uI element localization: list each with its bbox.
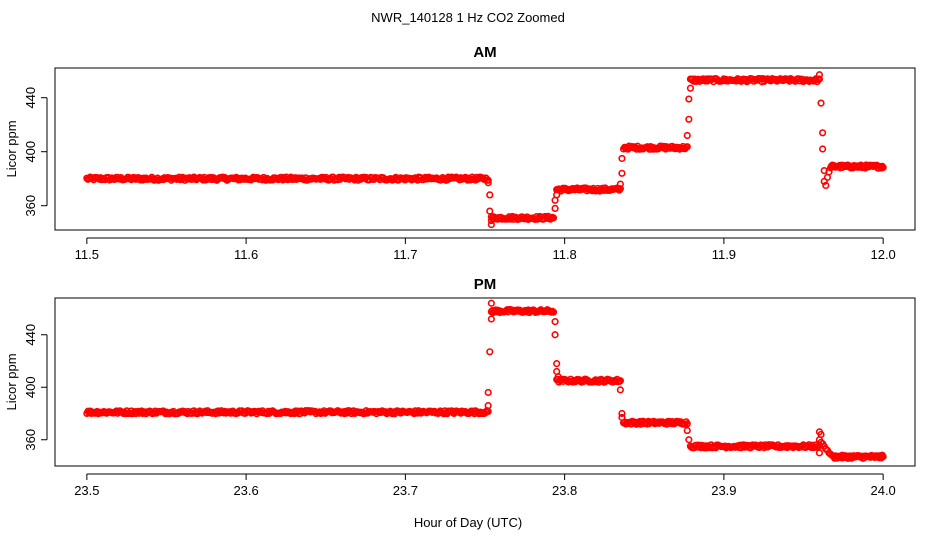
pm-x-tick-label: 23.7 <box>393 483 418 498</box>
am-y-tick-label: 360 <box>23 195 38 217</box>
am-data-point <box>616 185 624 193</box>
am-data-point <box>484 176 492 184</box>
pm-transition-point <box>618 409 626 418</box>
am-x-tick-label: 11.7 <box>393 247 417 262</box>
am-data-point <box>549 214 558 222</box>
am-transition-point <box>825 168 833 176</box>
am-y-axis: 360 400 440 <box>23 87 48 217</box>
am-x-tick-label: 11.9 <box>712 247 736 262</box>
am-x-tick-label: 12.0 <box>870 247 895 262</box>
pm-x-tick-label: 23.8 <box>552 483 577 498</box>
am-transition-point <box>819 129 827 137</box>
am-y-tick-label: 440 <box>23 87 38 109</box>
pm-data-point <box>616 377 624 385</box>
pm-panel-title: PM <box>474 276 497 293</box>
am-transition-point <box>486 207 494 215</box>
am-transition-point <box>553 191 561 199</box>
am-transition-point <box>616 180 624 188</box>
am-transition-point <box>618 154 626 163</box>
pm-transition-point <box>486 348 494 356</box>
figure-title: NWR_140128 1 Hz CO2 Zoomed <box>371 10 565 25</box>
pm-y-axis: 360 400 440 <box>23 324 48 451</box>
pm-transition-point <box>616 386 624 394</box>
pm-transition-point <box>484 402 492 410</box>
pm-transition-point <box>551 331 559 339</box>
pm-x-tick-label: 23.9 <box>711 483 736 498</box>
am-transition-point <box>683 131 691 140</box>
am-transition-point <box>618 169 626 177</box>
pm-data-point <box>549 308 558 316</box>
am-transition-point <box>819 145 827 153</box>
am-transition-point <box>484 179 492 187</box>
pm-transition-point <box>484 388 492 397</box>
pm-transition-point <box>551 318 559 326</box>
am-data-point <box>815 75 824 83</box>
pm-x-tick-label: 23.6 <box>233 483 258 498</box>
am-x-tick-label: 11.8 <box>552 247 576 262</box>
pm-points <box>83 299 887 462</box>
am-x-axis: 11.5 11.6 11.7 11.8 11.9 12.0 <box>75 237 896 262</box>
am-data-point <box>879 163 887 172</box>
am-transition-point <box>815 71 824 79</box>
pm-transition-point <box>618 413 626 422</box>
pm-y-tick-label: 440 <box>23 324 38 346</box>
pm-y-tick-label: 400 <box>23 376 38 398</box>
pm-transition-point <box>487 299 495 307</box>
pm-transition-point <box>554 373 562 381</box>
pm-x-tick-label: 24.0 <box>870 483 895 498</box>
pm-transition-point <box>553 360 561 368</box>
pm-y-axis-label: Licor ppm <box>4 353 19 410</box>
pm-transition-point <box>683 426 691 435</box>
am-panel: AM 11.5 11.6 11.7 11.8 11.9 12.0 360 400 440 Li… <box>4 44 916 262</box>
pm-transition-point <box>685 436 693 444</box>
am-data-point <box>683 143 691 151</box>
am-panel-title: AM <box>473 44 496 61</box>
pm-data-point <box>879 453 887 461</box>
am-y-axis-label: Licor ppm <box>4 120 19 177</box>
am-transition-point <box>685 95 693 103</box>
am-points <box>83 71 887 229</box>
am-x-tick-label: 11.5 <box>75 247 99 262</box>
pm-x-tick-label: 23.5 <box>74 483 99 498</box>
pm-data-point <box>683 420 691 428</box>
pm-plot-frame <box>54 297 916 467</box>
pm-y-tick-label: 360 <box>23 429 38 451</box>
am-transition-point <box>822 181 830 190</box>
am-transition-point <box>686 84 695 92</box>
am-transition-point <box>487 216 495 225</box>
pm-panel: PM 23.5 23.6 23.7 23.8 23.9 24.0 360 400 440 Li… <box>4 276 916 498</box>
am-transition-point <box>487 221 495 229</box>
pm-x-axis: 23.5 23.6 23.7 23.8 23.9 24.0 <box>74 473 896 498</box>
am-transition-point <box>817 99 825 107</box>
am-transition-point <box>486 191 494 199</box>
am-transition-point <box>551 204 559 212</box>
x-axis-label: Hour of Day (UTC) <box>414 515 522 530</box>
pm-transition-point <box>828 451 836 460</box>
pm-transition-point <box>815 449 824 457</box>
am-x-tick-label: 11.6 <box>234 247 258 262</box>
am-plot-frame <box>54 67 916 231</box>
pm-transition-point <box>487 315 495 323</box>
am-transition-point <box>685 115 693 123</box>
am-y-tick-label: 400 <box>23 141 38 163</box>
